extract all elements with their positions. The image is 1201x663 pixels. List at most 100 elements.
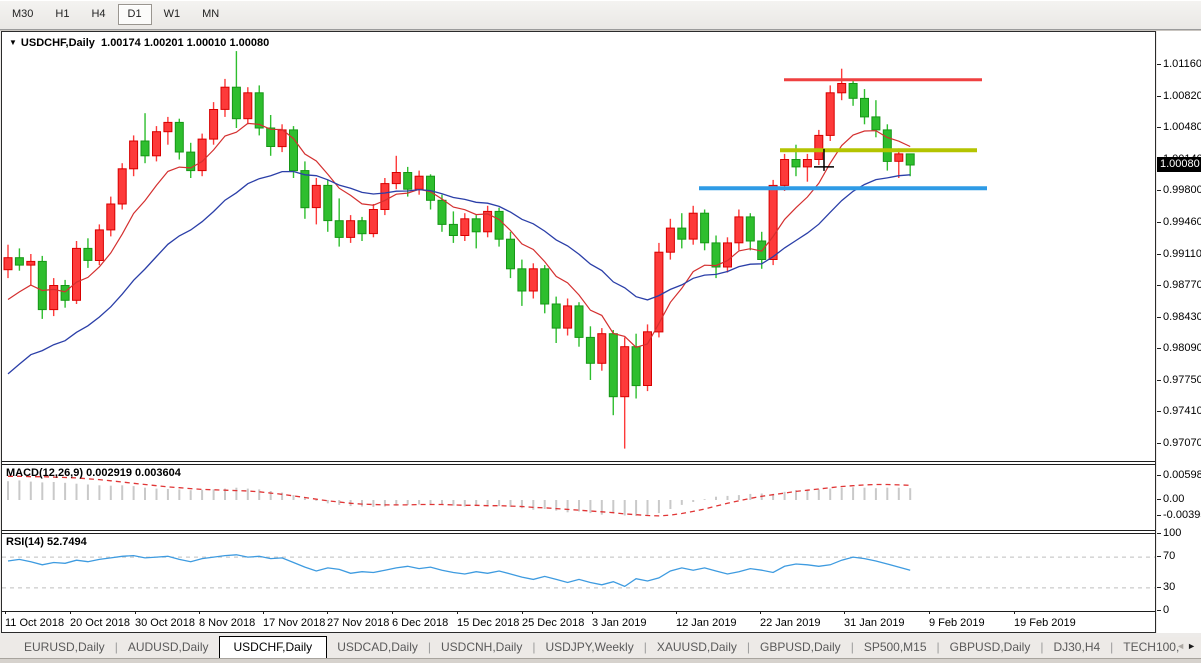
candle-body bbox=[368, 209, 378, 235]
price-axis-label-tick bbox=[1157, 127, 1161, 128]
timeframe-button-d1[interactable]: D1 bbox=[117, 4, 152, 25]
price-axis-label: 1.01160 bbox=[1163, 58, 1201, 70]
candle-body bbox=[117, 168, 127, 205]
candle-body bbox=[129, 140, 139, 170]
rsi-axis-label: 30 bbox=[1163, 581, 1176, 593]
price-axis-label: 1.00820 bbox=[1163, 90, 1201, 102]
candle-body bbox=[745, 216, 755, 242]
tab-separator: | bbox=[427, 640, 431, 654]
timeframe-button-w1[interactable]: W1 bbox=[163, 8, 181, 20]
candle-body bbox=[597, 333, 607, 364]
price-axis-label: 0.98770 bbox=[1163, 279, 1201, 291]
price-pane[interactable] bbox=[2, 32, 1155, 461]
candle-body bbox=[608, 333, 618, 398]
time-axis-label: 3 Jan 2019 bbox=[592, 617, 647, 629]
macd-axis-label: 0.005985 bbox=[1163, 469, 1201, 481]
price-axis-label-tick bbox=[1157, 96, 1161, 97]
candle-body bbox=[506, 238, 515, 270]
time-axis-label: 12 Jan 2019 bbox=[676, 617, 737, 629]
macd-axis-label-tick bbox=[1157, 515, 1161, 516]
candle-body bbox=[323, 184, 333, 222]
time-axis-tick bbox=[263, 611, 264, 614]
candle-body bbox=[563, 305, 573, 329]
candle-body bbox=[3, 257, 13, 271]
rsi-pane[interactable] bbox=[2, 534, 1155, 611]
candle-body bbox=[517, 268, 527, 292]
time-axis-tick bbox=[327, 611, 328, 614]
price-axis-label-tick bbox=[1157, 254, 1161, 255]
time-axis-tick bbox=[592, 611, 593, 614]
candle-body bbox=[688, 212, 698, 240]
candle-body bbox=[723, 242, 732, 268]
timeframe-button-mn[interactable]: MN bbox=[202, 8, 220, 20]
time-axis-label: 27 Nov 2018 bbox=[327, 617, 390, 629]
price-axis-label-tick bbox=[1157, 380, 1161, 381]
time-axis-line bbox=[2, 611, 1155, 612]
tab-separator: | bbox=[1110, 640, 1114, 654]
candle-body bbox=[494, 210, 504, 240]
tab-separator: | bbox=[532, 640, 536, 654]
time-axis-label: 8 Nov 2018 bbox=[199, 617, 256, 629]
time-axis-label: 25 Dec 2018 bbox=[522, 617, 585, 629]
candle-body bbox=[837, 83, 847, 94]
candle-body bbox=[106, 203, 116, 231]
macd-axis-label: 0.00 bbox=[1163, 493, 1185, 505]
tab-scroll-right-icon[interactable]: ► bbox=[1187, 641, 1198, 651]
candle-body bbox=[140, 140, 150, 157]
price-axis-label: 0.98090 bbox=[1163, 342, 1201, 354]
rsi-axis-label: 70 bbox=[1163, 550, 1176, 562]
window-tab-sp500-m15[interactable]: SP500,M15 bbox=[863, 640, 927, 654]
rsi-axis-label-tick bbox=[1157, 533, 1161, 534]
chart-area[interactable]: ▼ USDCHF,Daily 1.00174 1.00201 1.00010 1.… bbox=[1, 31, 1156, 633]
tab-separator: | bbox=[114, 640, 118, 654]
price-axis[interactable]: 1.011601.008201.004801.001400.998000.994… bbox=[1157, 31, 1201, 633]
chart-window-tabbar: EURUSD,Daily | AUDUSD,Daily USDCHF,Daily USD… bbox=[0, 636, 1201, 659]
window-tab-usdjpy-weekly[interactable]: USDJPY,Weekly bbox=[545, 640, 634, 654]
macd-pane[interactable] bbox=[2, 465, 1155, 530]
price-axis-label-tick bbox=[1157, 64, 1161, 65]
window-tab-dj30-h4[interactable]: DJ30,H4 bbox=[1053, 640, 1101, 654]
candle-body bbox=[380, 183, 390, 211]
window-tab-audusd-daily[interactable]: AUDUSD,Daily bbox=[127, 640, 209, 654]
time-axis-tick bbox=[1014, 611, 1015, 614]
candle-body bbox=[460, 218, 470, 237]
candle-body bbox=[643, 331, 652, 386]
rsi-axis-label: 0 bbox=[1163, 604, 1170, 616]
candle-body bbox=[346, 220, 356, 238]
ma-fast-line bbox=[7, 122, 911, 348]
window-tab-xauusd-daily[interactable]: XAUUSD,Daily bbox=[656, 640, 737, 654]
candle-body bbox=[311, 184, 321, 209]
candle-body bbox=[631, 346, 641, 387]
pane-splitter-macd[interactable] bbox=[2, 461, 1155, 465]
timeframe-button-h4[interactable]: H4 bbox=[91, 8, 106, 20]
window-tab-usdchf-daily[interactable]: USDCHF,Daily bbox=[218, 636, 328, 659]
tab-separator: | bbox=[643, 640, 647, 654]
tab-separator: | bbox=[850, 640, 854, 654]
candle-body bbox=[483, 210, 493, 233]
window-tab-usdcad-daily[interactable]: USDCAD,Daily bbox=[337, 640, 418, 654]
window-tab-eurusd-daily[interactable]: EURUSD,Daily bbox=[24, 640, 105, 654]
candle-body bbox=[14, 257, 24, 266]
candle-body bbox=[551, 303, 561, 329]
tab-separator: | bbox=[746, 640, 750, 654]
time-axis-label: 19 Feb 2019 bbox=[1014, 617, 1076, 629]
window-tab-tech100[interactable]: TECH100, bbox=[1123, 640, 1180, 654]
price-axis-label: 0.97410 bbox=[1163, 405, 1201, 417]
price-axis-label-tick bbox=[1157, 190, 1161, 191]
candle-body bbox=[49, 285, 59, 311]
pane-splitter-rsi[interactable] bbox=[2, 530, 1155, 534]
time-axis-label: 6 Dec 2018 bbox=[392, 617, 449, 629]
candle-body bbox=[94, 229, 104, 261]
time-axis-tick bbox=[676, 611, 677, 614]
window-tab-gbpusd-daily-2[interactable]: GBPUSD,Daily bbox=[949, 640, 1031, 654]
timeframe-button-m30[interactable]: M30 bbox=[12, 8, 34, 20]
tab-scroll-arrows[interactable]: ◄► bbox=[1176, 641, 1198, 651]
window-tab-gbpusd-daily[interactable]: GBPUSD,Daily bbox=[760, 640, 841, 654]
tab-scroll-left-icon[interactable]: ◄ bbox=[1176, 641, 1188, 651]
candle-body bbox=[540, 268, 550, 305]
candle-body bbox=[334, 220, 344, 238]
timeframe-button-h1[interactable]: H1 bbox=[55, 8, 70, 20]
window-tab-usdcnh-daily[interactable]: USDCNH,Daily bbox=[441, 640, 523, 654]
price-axis-label-tick bbox=[1157, 348, 1161, 349]
